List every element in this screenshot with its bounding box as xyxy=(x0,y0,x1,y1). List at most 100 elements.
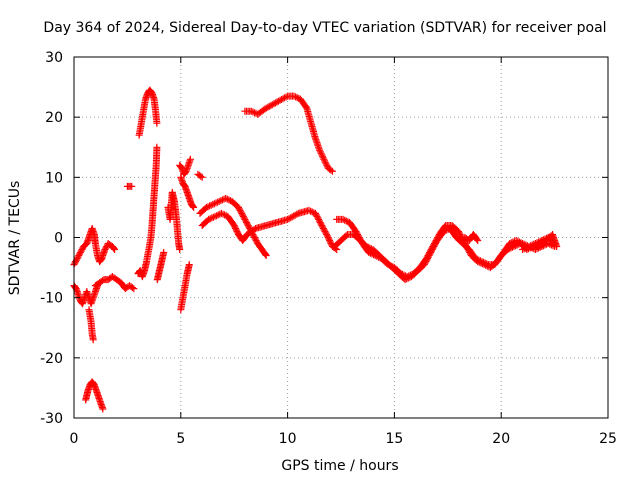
plus-marker xyxy=(130,285,138,293)
series-segment-n xyxy=(194,170,206,181)
plus-marker xyxy=(324,234,336,249)
plus-marker xyxy=(329,167,336,175)
plus-marker xyxy=(153,119,161,127)
plus-marker xyxy=(448,222,461,234)
plus-marker xyxy=(254,240,267,255)
plus-marker xyxy=(465,246,479,261)
plus-marker xyxy=(290,92,303,102)
plus-marker xyxy=(209,198,222,208)
plus-marker xyxy=(461,234,472,243)
plus-marker xyxy=(324,164,335,174)
plus-marker xyxy=(531,243,544,253)
plus-marker xyxy=(318,222,331,240)
plus-marker xyxy=(230,222,242,237)
plus-marker xyxy=(273,93,290,106)
plus-marker xyxy=(388,264,401,276)
plus-marker xyxy=(331,238,344,250)
x-tick-label: 15 xyxy=(385,431,403,447)
series-segment-g xyxy=(134,143,161,281)
series-segment-p xyxy=(198,206,341,253)
plus-marker xyxy=(350,231,363,243)
plus-marker xyxy=(260,249,269,258)
plus-marker xyxy=(160,249,168,256)
series-segment-t xyxy=(461,231,482,244)
plus-marker xyxy=(96,256,105,266)
plus-marker xyxy=(491,253,504,269)
plus-marker xyxy=(243,226,258,238)
plus-marker xyxy=(185,261,193,269)
plus-marker xyxy=(262,252,270,259)
series-segment-q xyxy=(241,92,336,175)
plus-marker xyxy=(126,282,136,292)
plus-marker xyxy=(356,237,369,249)
plus-marker xyxy=(446,225,459,240)
plus-marker xyxy=(296,95,310,111)
plus-marker xyxy=(536,237,548,247)
plus-marker xyxy=(108,273,119,283)
plus-marker xyxy=(544,240,557,250)
plus-marker xyxy=(91,280,102,290)
plus-marker xyxy=(254,105,269,118)
series-segment-f xyxy=(123,182,136,190)
series-segment-h xyxy=(135,86,161,139)
plus-marker xyxy=(180,168,189,178)
plus-marker xyxy=(150,178,159,199)
series-segment-k xyxy=(176,155,194,178)
plus-marker xyxy=(194,170,205,180)
plus-marker xyxy=(369,246,382,258)
plus-marker xyxy=(311,209,325,228)
x-tick-label: 0 xyxy=(70,431,79,447)
plus-marker xyxy=(478,258,491,268)
series-segment-e xyxy=(91,273,138,293)
plus-marker xyxy=(198,173,206,181)
plus-marker xyxy=(104,274,115,284)
plus-marker xyxy=(472,255,484,265)
plus-marker xyxy=(459,240,472,252)
plus-marker xyxy=(188,200,197,210)
plus-marker xyxy=(198,217,211,229)
plus-marker xyxy=(202,201,215,211)
y-tick-label: -10 xyxy=(40,291,63,307)
plus-marker xyxy=(104,240,115,249)
plus-marker xyxy=(96,277,106,287)
plus-marker xyxy=(320,155,331,171)
series-segment-m xyxy=(177,261,193,314)
plus-marker xyxy=(89,336,97,344)
plus-marker xyxy=(128,182,136,190)
plus-marker xyxy=(88,378,98,388)
plus-marker xyxy=(452,234,465,246)
plus-marker xyxy=(235,203,248,222)
plus-marker xyxy=(176,246,184,253)
plus-marker xyxy=(80,241,90,250)
plus-marker xyxy=(375,252,389,264)
plus-marker xyxy=(433,229,447,244)
plus-marker xyxy=(365,249,378,259)
plus-marker xyxy=(469,231,481,243)
axis-ticks: 0 5 10 15 20 25 -30 -20 -10 0 10 20 30 xyxy=(40,50,617,447)
plus-marker xyxy=(113,276,124,286)
plus-marker xyxy=(408,268,421,281)
plus-marker xyxy=(111,246,119,253)
plus-marker xyxy=(72,285,82,297)
plus-marker xyxy=(401,273,414,284)
plus-marker xyxy=(224,212,237,228)
series-segment-j xyxy=(164,188,184,253)
x-tick-label: 25 xyxy=(599,431,617,447)
plus-marker xyxy=(153,143,161,151)
series-segment-u xyxy=(519,240,559,253)
plus-marker xyxy=(228,197,241,210)
plus-marker xyxy=(337,232,350,244)
chart-title: Day 364 of 2024, Sidereal Day-to-day VTE… xyxy=(43,20,606,36)
series-segment-b xyxy=(70,282,101,308)
x-tick-label: 20 xyxy=(492,431,510,447)
y-tick-label: 10 xyxy=(45,170,63,186)
series-segment-c xyxy=(85,306,97,344)
plus-marker xyxy=(504,243,516,253)
plus-marker xyxy=(363,243,375,253)
series-segment-i xyxy=(153,249,168,284)
plus-marker xyxy=(420,250,434,269)
data-marks xyxy=(70,86,561,413)
plus-marker xyxy=(76,244,87,256)
y-axis-label: SDTVAR / TECUs xyxy=(7,181,23,296)
